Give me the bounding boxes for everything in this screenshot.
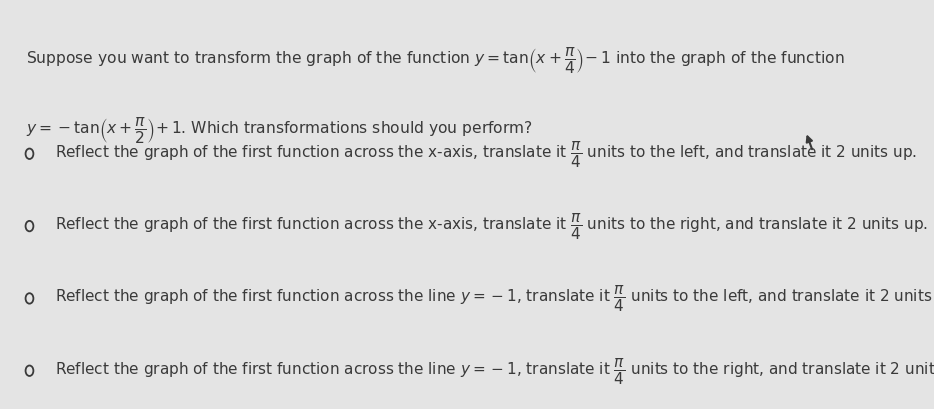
Text: Reflect the graph of the first function across the x-axis, translate it $\dfrac{: Reflect the graph of the first function … — [55, 212, 928, 241]
Text: Suppose you want to transform the graph of the function $y = \tan\!\left(x+\dfra: Suppose you want to transform the graph … — [26, 46, 844, 76]
Text: Reflect the graph of the first function across the line $y=-1$, translate it $\d: Reflect the graph of the first function … — [55, 284, 934, 314]
Text: Reflect the graph of the first function across the x-axis, translate it $\dfrac{: Reflect the graph of the first function … — [55, 139, 917, 169]
Text: Reflect the graph of the first function across the line $y=-1$, translate it $\d: Reflect the graph of the first function … — [55, 356, 934, 386]
Text: $y = -\tan\!\left(x+\dfrac{\pi}{2}\right)\!+1$. Which transformations should you: $y = -\tan\!\left(x+\dfrac{\pi}{2}\right… — [26, 116, 532, 146]
